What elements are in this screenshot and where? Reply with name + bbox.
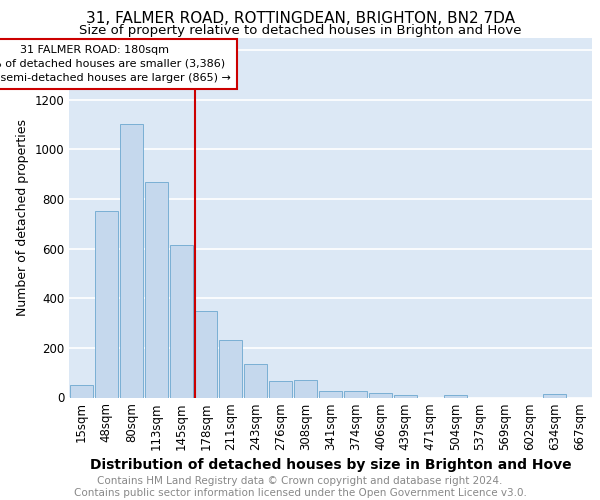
Bar <box>269 382 292 398</box>
Bar <box>95 212 118 398</box>
Bar <box>394 394 417 398</box>
Y-axis label: Number of detached properties: Number of detached properties <box>16 119 29 316</box>
X-axis label: Distribution of detached houses by size in Brighton and Hove: Distribution of detached houses by size … <box>90 458 571 472</box>
Bar <box>145 182 167 398</box>
Bar <box>344 392 367 398</box>
Text: Contains HM Land Registry data © Crown copyright and database right 2024.
Contai: Contains HM Land Registry data © Crown c… <box>74 476 526 498</box>
Bar <box>544 394 566 398</box>
Text: 31, FALMER ROAD, ROTTINGDEAN, BRIGHTON, BN2 7DA: 31, FALMER ROAD, ROTTINGDEAN, BRIGHTON, … <box>86 11 515 26</box>
Bar <box>170 245 193 398</box>
Bar <box>70 385 93 398</box>
Bar <box>220 340 242 398</box>
Bar <box>194 310 217 398</box>
Bar <box>244 364 268 398</box>
Bar <box>294 380 317 398</box>
Text: 31 FALMER ROAD: 180sqm
← 79% of detached houses are smaller (3,386)
20% of semi-: 31 FALMER ROAD: 180sqm ← 79% of detached… <box>0 45 231 83</box>
Bar <box>369 393 392 398</box>
Text: Size of property relative to detached houses in Brighton and Hove: Size of property relative to detached ho… <box>79 24 521 37</box>
Bar <box>319 390 342 398</box>
Bar <box>444 394 467 398</box>
Bar <box>120 124 143 398</box>
